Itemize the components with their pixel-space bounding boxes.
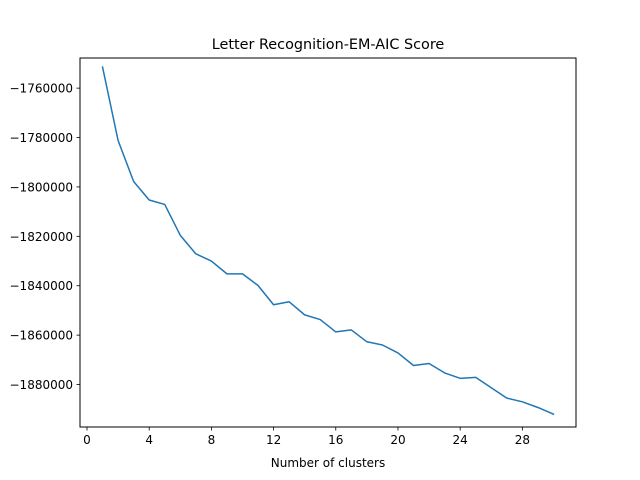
plot-area-background xyxy=(80,58,576,427)
x-tick-label: 8 xyxy=(208,433,216,447)
y-tick-label: −1780000 xyxy=(10,131,74,145)
y-tick-label: −1880000 xyxy=(10,378,74,392)
series-line xyxy=(101,66,555,416)
x-axis-label: Number of clusters xyxy=(271,456,385,470)
x-tick-label: 28 xyxy=(515,433,530,447)
plot-area xyxy=(80,58,576,427)
y-tick-label: −1840000 xyxy=(10,279,74,293)
y-tick-label: −1820000 xyxy=(10,230,74,244)
x-tick-label: 0 xyxy=(83,433,91,447)
plot-frame xyxy=(79,57,577,428)
x-tick-label: 16 xyxy=(328,433,343,447)
y-tick-label: −1760000 xyxy=(10,82,74,96)
y-tick-label: −1800000 xyxy=(10,180,74,194)
y-tick-label: −1860000 xyxy=(10,329,74,343)
y-axis-ticks: −1760000 −1780000 −1800000 −1820000 −1840000… xyxy=(10,82,80,392)
x-tick-label: 24 xyxy=(453,433,468,447)
x-axis-ticks: 0 4 8 12 16 20 24 28 xyxy=(83,427,530,447)
x-tick-label: 12 xyxy=(266,433,281,447)
x-tick-label: 20 xyxy=(390,433,405,447)
chart-title: Letter Recognition-EM-AIC Score xyxy=(212,37,445,53)
x-tick-label: 4 xyxy=(145,433,153,447)
series-layer xyxy=(101,66,555,416)
